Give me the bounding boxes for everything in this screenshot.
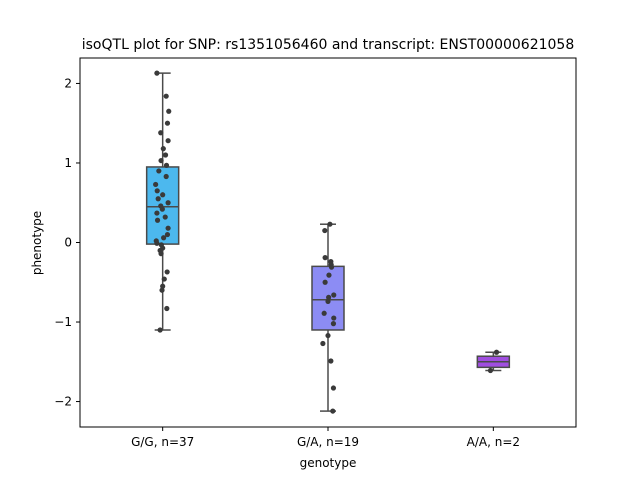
data-point — [153, 181, 159, 188]
data-point — [164, 269, 170, 275]
data-point — [165, 225, 171, 231]
data-point — [163, 93, 169, 99]
data-point — [156, 168, 162, 174]
data-point — [154, 210, 160, 216]
data-point — [330, 408, 336, 414]
data-point — [159, 206, 165, 212]
y-tick-label: 0 — [64, 236, 72, 250]
data-point — [322, 255, 328, 261]
data-point — [154, 240, 160, 246]
data-point — [165, 200, 171, 206]
data-point — [157, 327, 163, 333]
y-axis-label: phenotype — [30, 211, 44, 275]
x-axis: G/G, n=37 G/A, n=19 A/A, n=2 — [131, 427, 520, 449]
data-point — [158, 251, 164, 257]
y-tick-label: −2 — [54, 395, 72, 409]
data-point — [162, 152, 169, 158]
y-axis: −2 −1 0 1 2 — [54, 76, 80, 409]
data-point — [159, 287, 165, 293]
data-point — [164, 231, 171, 238]
y-tick-label: −1 — [54, 315, 72, 329]
data-point — [325, 298, 331, 304]
data-point — [158, 130, 164, 136]
data-point — [326, 294, 332, 300]
x-tick-label: G/A, n=19 — [297, 435, 359, 449]
y-tick-label: 2 — [64, 76, 72, 90]
data-point — [322, 279, 328, 285]
x-axis-label: genotype — [300, 456, 357, 470]
data-point — [163, 173, 169, 180]
data-point — [162, 214, 168, 220]
data-point — [330, 385, 337, 391]
data-point — [161, 235, 167, 241]
data-point — [161, 276, 167, 282]
chart-title: isoQTL plot for SNP: rs1351056460 and tr… — [82, 37, 575, 53]
data-point — [487, 367, 494, 374]
data-point — [165, 138, 171, 144]
data-point — [155, 196, 161, 202]
data-point — [160, 283, 166, 289]
y-tick-label: 1 — [64, 156, 72, 170]
data-point — [160, 192, 166, 198]
data-point — [327, 221, 333, 227]
data-point — [331, 315, 337, 321]
data-point — [321, 310, 327, 316]
plot-area — [145, 70, 511, 414]
data-point — [320, 340, 326, 347]
data-point — [163, 162, 170, 168]
data-point — [325, 332, 331, 339]
x-tick-label: G/G, n=37 — [131, 435, 194, 449]
data-point — [166, 108, 172, 114]
data-point — [164, 120, 171, 126]
x-tick-label: A/A, n=2 — [467, 435, 520, 449]
data-point — [160, 146, 166, 152]
data-point — [493, 349, 500, 355]
data-point — [326, 272, 332, 278]
data-point — [330, 321, 337, 327]
data-point — [158, 157, 164, 164]
data-point — [154, 70, 160, 76]
data-point — [154, 188, 160, 194]
data-point — [154, 217, 161, 223]
data-point — [322, 227, 328, 234]
data-point — [331, 292, 337, 298]
data-point — [328, 358, 334, 364]
data-point — [164, 305, 170, 312]
data-point — [328, 264, 335, 270]
